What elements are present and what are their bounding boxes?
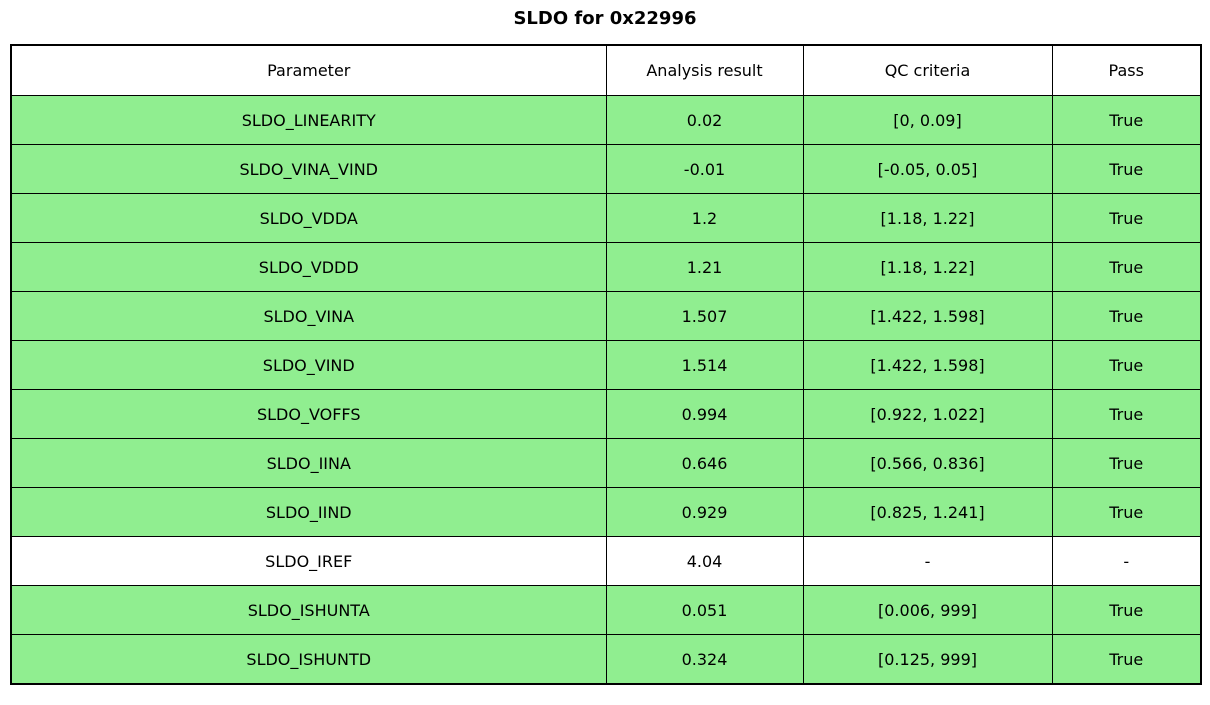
cell-analysis-result: -0.01	[605, 144, 804, 194]
table-body: SLDO_LINEARITY 0.02 [0, 0.09] True SLDO_VINA…	[10, 95, 1202, 685]
cell-pass: True	[1051, 340, 1202, 390]
cell-parameter: SLDO_LINEARITY	[10, 95, 607, 145]
cell-analysis-result: 0.051	[605, 585, 804, 635]
page-title: SLDO for 0x22996	[513, 8, 697, 29]
table-row: SLDO_ISHUNTA 0.051 [0.006, 999] True	[10, 585, 1202, 635]
table-row: SLDO_ISHUNTD 0.324 [0.125, 999] True	[10, 634, 1202, 685]
cell-pass: True	[1051, 389, 1202, 439]
cell-analysis-result: 0.646	[605, 438, 804, 488]
cell-qc-criteria: [1.422, 1.598]	[802, 340, 1053, 390]
cell-analysis-result: 0.324	[605, 634, 804, 685]
table-row: SLDO_VINA_VIND -0.01 [-0.05, 0.05] True	[10, 144, 1202, 194]
cell-parameter: SLDO_VINA_VIND	[10, 144, 607, 194]
cell-qc-criteria: [0.125, 999]	[802, 634, 1053, 685]
cell-parameter: SLDO_IREF	[10, 536, 607, 586]
cell-analysis-result: 0.929	[605, 487, 804, 537]
cell-pass: True	[1051, 193, 1202, 243]
cell-pass: True	[1051, 95, 1202, 145]
cell-qc-criteria: [1.422, 1.598]	[802, 291, 1053, 341]
table-row: SLDO_VOFFS 0.994 [0.922, 1.022] True	[10, 389, 1202, 439]
cell-analysis-result: 1.21	[605, 242, 804, 292]
cell-qc-criteria: [0.922, 1.022]	[802, 389, 1053, 439]
cell-parameter: SLDO_IIND	[10, 487, 607, 537]
column-header-qc-criteria: QC criteria	[802, 44, 1053, 96]
cell-pass: True	[1051, 242, 1202, 292]
column-header-analysis-result: Analysis result	[605, 44, 804, 96]
cell-analysis-result: 0.02	[605, 95, 804, 145]
cell-analysis-result: 1.507	[605, 291, 804, 341]
table-row: SLDO_IIND 0.929 [0.825, 1.241] True	[10, 487, 1202, 537]
cell-parameter: SLDO_VIND	[10, 340, 607, 390]
cell-pass: True	[1051, 487, 1202, 537]
cell-parameter: SLDO_VOFFS	[10, 389, 607, 439]
cell-analysis-result: 1.514	[605, 340, 804, 390]
cell-qc-criteria: [-0.05, 0.05]	[802, 144, 1053, 194]
table-row: SLDO_IINA 0.646 [0.566, 0.836] True	[10, 438, 1202, 488]
cell-parameter: SLDO_VINA	[10, 291, 607, 341]
cell-qc-criteria: [1.18, 1.22]	[802, 193, 1053, 243]
cell-analysis-result: 4.04	[605, 536, 804, 586]
column-header-pass: Pass	[1051, 44, 1202, 96]
cell-pass: True	[1051, 291, 1202, 341]
cell-qc-criteria: -	[802, 536, 1053, 586]
cell-analysis-result: 0.994	[605, 389, 804, 439]
header-row: Parameter Analysis result QC criteria Pa…	[10, 44, 1202, 96]
cell-qc-criteria: [0.825, 1.241]	[802, 487, 1053, 537]
cell-qc-criteria: [1.18, 1.22]	[802, 242, 1053, 292]
cell-parameter: SLDO_VDDD	[10, 242, 607, 292]
table-row: SLDO_VDDD 1.21 [1.18, 1.22] True	[10, 242, 1202, 292]
cell-parameter: SLDO_IINA	[10, 438, 607, 488]
cell-pass: -	[1051, 536, 1202, 586]
cell-parameter: SLDO_ISHUNTA	[10, 585, 607, 635]
cell-qc-criteria: [0, 0.09]	[802, 95, 1053, 145]
qc-results-table: Parameter Analysis result QC criteria Pa…	[10, 44, 1202, 685]
table-row: SLDO_VIND 1.514 [1.422, 1.598] True	[10, 340, 1202, 390]
cell-analysis-result: 1.2	[605, 193, 804, 243]
cell-pass: True	[1051, 438, 1202, 488]
cell-pass: True	[1051, 585, 1202, 635]
cell-parameter: SLDO_ISHUNTD	[10, 634, 607, 685]
cell-qc-criteria: [0.006, 999]	[802, 585, 1053, 635]
table-row: SLDO_VDDA 1.2 [1.18, 1.22] True	[10, 193, 1202, 243]
cell-pass: True	[1051, 634, 1202, 685]
table-row: SLDO_LINEARITY 0.02 [0, 0.09] True	[10, 95, 1202, 145]
column-header-parameter: Parameter	[10, 44, 607, 96]
table-row: SLDO_IREF 4.04- -	[10, 536, 1202, 586]
cell-parameter: SLDO_VDDA	[10, 193, 607, 243]
table-row: SLDO_VINA 1.507 [1.422, 1.598] True	[10, 291, 1202, 341]
cell-qc-criteria: [0.566, 0.836]	[802, 438, 1053, 488]
cell-pass: True	[1051, 144, 1202, 194]
